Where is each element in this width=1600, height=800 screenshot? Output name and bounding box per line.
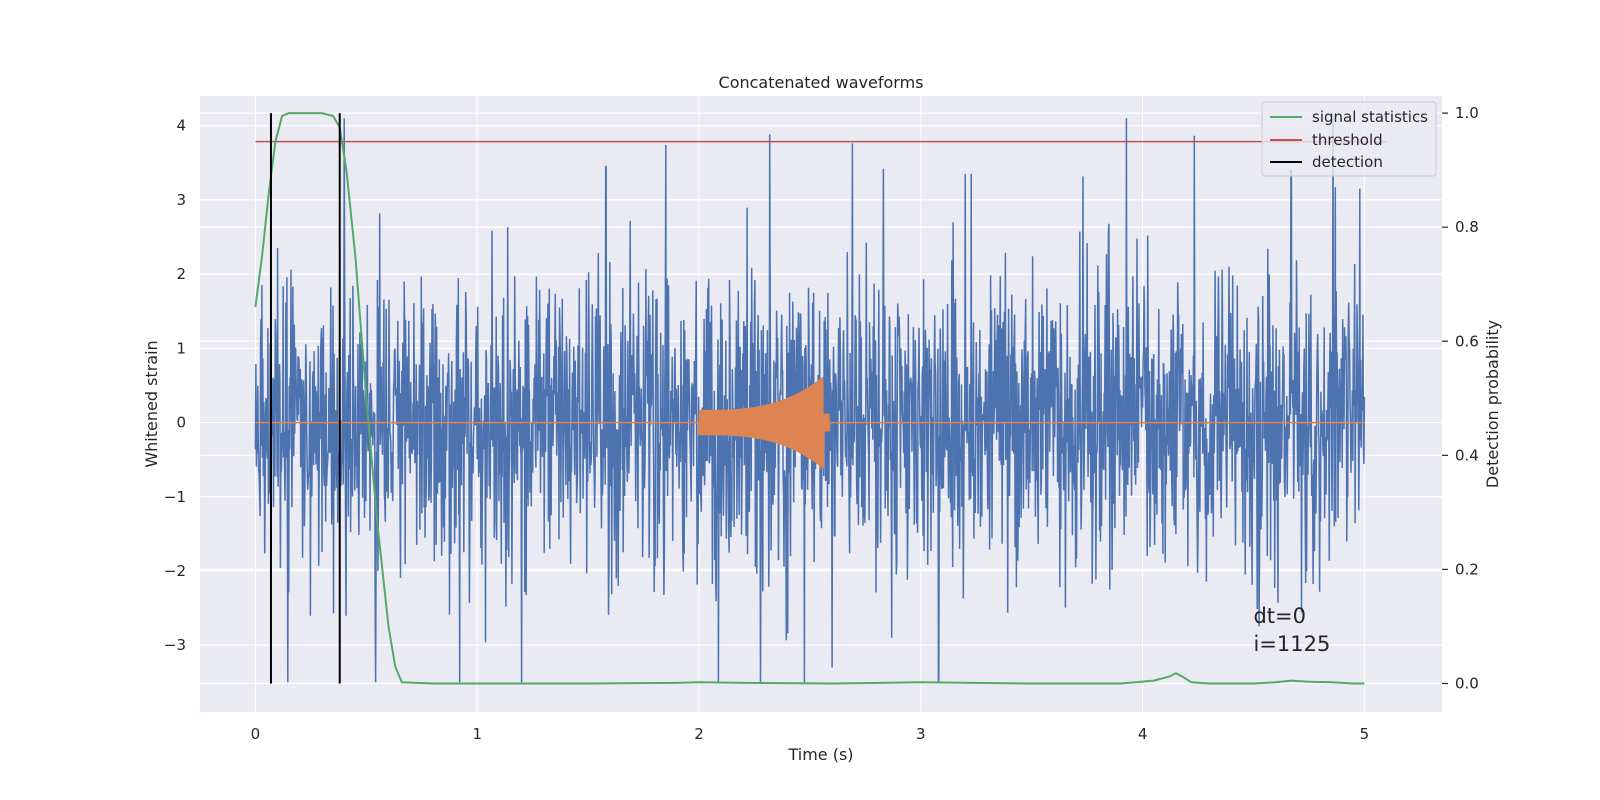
y-tick-label: 2 <box>176 265 186 283</box>
chart-title: Concatenated waveforms <box>719 73 924 92</box>
y-tick-label: 1 <box>176 339 186 357</box>
annotation-dt: dt=0 <box>1253 604 1306 628</box>
y2-tick-label: 0.4 <box>1455 446 1479 464</box>
strain-series-line <box>254 118 1366 684</box>
signal-series-line <box>255 376 1365 469</box>
legend-label-threshold: threshold <box>1312 131 1383 149</box>
y-tick-label: 0 <box>176 414 186 432</box>
y2-axis-label: Detection probability <box>1483 320 1502 488</box>
y2-tick-label: 1.0 <box>1455 104 1479 122</box>
x-tick-label: 0 <box>251 725 261 743</box>
x-tick-label: 2 <box>694 725 704 743</box>
y2-tick-label: 0.8 <box>1455 218 1479 236</box>
legend-label-signal-statistics: signal statistics <box>1312 108 1428 126</box>
x-tick-label: 4 <box>1138 725 1148 743</box>
y2-tick-label: 0.2 <box>1455 560 1479 578</box>
legend: signal statistics threshold detection <box>1261 101 1437 177</box>
y-tick-label: −1 <box>164 488 186 506</box>
annotation-index: i=1125 <box>1253 632 1330 656</box>
y-tick-label: −3 <box>164 636 186 654</box>
y2-tick-label: 0.0 <box>1455 674 1479 692</box>
x-tick-label: 5 <box>1360 725 1370 743</box>
y-tick-label: 4 <box>176 117 186 135</box>
y2-ticks: 0.0 0.2 0.4 0.6 0.8 1.0 <box>1442 104 1479 692</box>
y-ticks: −3 −2 −1 0 1 2 3 4 <box>164 117 186 655</box>
legend-box <box>1261 101 1437 177</box>
x-tick-label: 1 <box>472 725 482 743</box>
signal-statistics-line <box>254 112 1365 685</box>
y2-tick-label: 0.6 <box>1455 332 1479 350</box>
x-axis-label: Time (s) <box>787 745 853 764</box>
y-tick-label: 3 <box>176 191 186 209</box>
x-tick-label: 3 <box>916 725 926 743</box>
x-ticks: 0 1 2 3 4 5 <box>251 725 1369 743</box>
y-tick-label: −2 <box>164 562 186 580</box>
y-axis-label: Whitened strain <box>142 340 161 467</box>
legend-label-detection: detection <box>1312 153 1383 171</box>
